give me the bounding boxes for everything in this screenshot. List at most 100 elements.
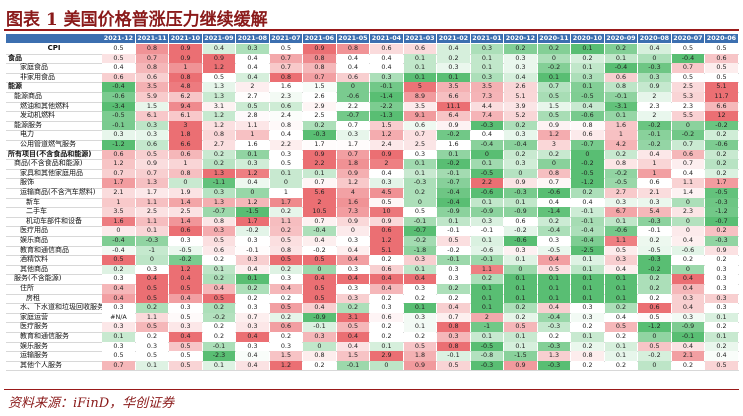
value-cell: 0.7 bbox=[102, 168, 135, 179]
value-cell: 0.4 bbox=[336, 332, 370, 342]
value-cell: 0.3 bbox=[470, 216, 504, 227]
value-cell: 1.2 bbox=[537, 130, 571, 140]
value-cell: -0.6 bbox=[705, 140, 738, 150]
value-cell: 0.5 bbox=[102, 255, 135, 265]
row-label: 运输商品(不含汽车燃料) bbox=[20, 188, 96, 196]
value-cell: -0.4 bbox=[571, 236, 604, 246]
value-cell: 0.1 bbox=[604, 351, 638, 361]
value-cell: 0.1 bbox=[504, 255, 537, 265]
value-cell: 0.3 bbox=[604, 255, 638, 265]
value-cell: 0.3 bbox=[236, 44, 269, 54]
value-cell: 10 bbox=[370, 207, 403, 217]
value-cell: 0.5 bbox=[269, 236, 303, 246]
value-cell: 0 bbox=[504, 264, 537, 275]
value-cell: 0.4 bbox=[370, 168, 403, 179]
value-cell: 0.9 bbox=[537, 120, 571, 131]
value-cell: 0.4 bbox=[504, 72, 537, 83]
value-cell: 1.3 bbox=[202, 82, 236, 92]
value-cell: 0 bbox=[370, 360, 403, 371]
value-cell: 0.3 bbox=[236, 303, 269, 313]
value-cell: 0.5 bbox=[269, 255, 303, 265]
value-cell: 6.7 bbox=[604, 207, 638, 217]
value-cell: 1.2 bbox=[236, 168, 269, 179]
value-cell: 0 bbox=[102, 226, 135, 236]
value-cell: 2.2 bbox=[269, 140, 303, 150]
value-cell: 0.4 bbox=[102, 284, 135, 294]
value-cell: -0.4 bbox=[604, 63, 638, 73]
value-cell: 0.6 bbox=[135, 72, 169, 83]
value-cell: -0.4 bbox=[470, 140, 504, 150]
value-cell: 0.9 bbox=[169, 44, 202, 54]
value-cell: 2.9 bbox=[370, 351, 403, 361]
value-cell: 0.2 bbox=[202, 149, 236, 160]
value-cell: 0.3 bbox=[504, 130, 537, 140]
value-cell: 0.2 bbox=[470, 274, 504, 284]
value-cell: 0.2 bbox=[370, 255, 403, 265]
value-cell: 0.1 bbox=[403, 159, 437, 169]
value-cell: -1 bbox=[470, 322, 504, 332]
value-cell: -0.3 bbox=[135, 236, 169, 246]
table-row: 电力 0.3 0.3 1.8 0.8 1 0.4 -0.3 0.3 1.2 0.7 -0.2 0.4 0.… bbox=[6, 130, 739, 141]
value-cell: 0.4 bbox=[135, 274, 169, 284]
value-cell: 0.2 bbox=[604, 360, 638, 371]
value-cell: -0.6 bbox=[537, 188, 571, 198]
value-cell: -1 bbox=[135, 245, 169, 256]
value-cell: 0.3 bbox=[504, 159, 537, 169]
value-cell: -0.4 bbox=[671, 53, 705, 64]
value-cell: 0.4 bbox=[202, 44, 236, 54]
value-cell: 0.3 bbox=[705, 293, 738, 304]
value-cell: 0.1 bbox=[537, 72, 571, 83]
value-cell: 2.5 bbox=[671, 82, 705, 92]
value-cell: 0 bbox=[671, 120, 705, 131]
row-label: 娱乐服务 bbox=[20, 341, 48, 350]
value-cell: 1.6 bbox=[336, 197, 370, 208]
value-cell: 0.8 bbox=[135, 44, 169, 54]
value-cell: 0.5 bbox=[236, 101, 269, 112]
value-cell: -0.3 bbox=[303, 130, 336, 140]
value-cell: -0.3 bbox=[470, 360, 504, 371]
row-label: 家具和其他家庭用品 bbox=[20, 168, 83, 177]
value-cell: -0.2 bbox=[437, 245, 470, 256]
value-cell: 0.2 bbox=[705, 168, 738, 179]
value-cell: 0.5 bbox=[537, 92, 571, 102]
value-cell: 1 bbox=[638, 159, 671, 169]
value-cell: 0.3 bbox=[470, 72, 504, 83]
value-cell: 0.2 bbox=[236, 293, 269, 304]
value-cell: 0.4 bbox=[537, 255, 571, 265]
value-cell: 0.2 bbox=[236, 284, 269, 294]
value-cell: 5.4 bbox=[638, 207, 671, 217]
value-cell: 1.2 bbox=[236, 197, 269, 208]
value-cell: 0.1 bbox=[403, 264, 437, 275]
value-cell: 1.6 bbox=[269, 82, 303, 92]
value-cell: -0.6 bbox=[504, 236, 537, 246]
value-cell: 7.3 bbox=[470, 92, 504, 102]
value-cell: 4.8 bbox=[169, 82, 202, 92]
value-cell: 0.3 bbox=[303, 332, 336, 342]
value-cell: 0.1 bbox=[236, 274, 269, 284]
row-label: CPI bbox=[47, 44, 61, 52]
value-cell: -0.1 bbox=[403, 216, 437, 227]
value-cell: 0.8 bbox=[202, 130, 236, 140]
value-cell: 0.3 bbox=[638, 72, 671, 83]
value-cell: 0.9 bbox=[403, 360, 437, 371]
value-cell: 0.2 bbox=[571, 188, 604, 198]
value-cell: 1.1 bbox=[671, 178, 705, 188]
title-divider bbox=[4, 29, 739, 31]
value-cell: -0.1 bbox=[470, 226, 504, 236]
value-cell: 0.8 bbox=[169, 72, 202, 83]
value-cell: 2 bbox=[370, 159, 403, 169]
value-cell: 1.4 bbox=[169, 197, 202, 208]
value-cell: -0.7 bbox=[202, 207, 236, 217]
value-cell: 0.7 bbox=[671, 159, 705, 169]
value-cell: 2.7 bbox=[202, 140, 236, 150]
value-cell: 2.3 bbox=[671, 207, 705, 217]
value-cell: 0 bbox=[303, 264, 336, 275]
column-header: 2021-05 bbox=[336, 34, 370, 43]
value-cell: -0.3 bbox=[705, 236, 738, 246]
value-cell: 0.9 bbox=[504, 178, 537, 188]
value-cell: 1.2 bbox=[169, 264, 202, 275]
value-cell: -0.5 bbox=[638, 245, 671, 256]
row-label: 其他商品 bbox=[20, 264, 48, 273]
value-cell: 0.2 bbox=[571, 341, 604, 352]
value-cell: 2.2 bbox=[336, 101, 370, 112]
